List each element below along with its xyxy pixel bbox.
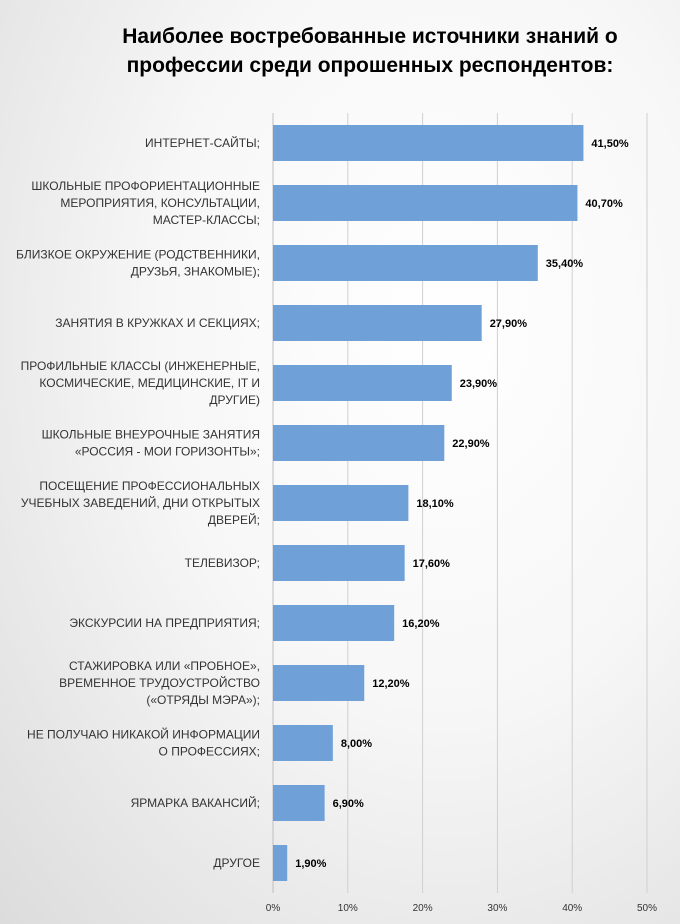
- category-label: («ОТРЯДЫ МЭРА»);: [146, 693, 260, 707]
- x-tick-label: 20%: [413, 903, 433, 914]
- bar: [273, 845, 288, 881]
- category-label: ВРЕМЕННОЕ ТРУДОУСТРОЙСТВО: [59, 675, 260, 690]
- chart-title: Наиболее востребованные источники знаний…: [70, 22, 670, 80]
- category-label: НЕ ПОЛУЧАЮ НИКАКОЙ ИНФОРМАЦИИ: [27, 727, 260, 742]
- bar: [273, 785, 325, 821]
- bar: [273, 725, 333, 761]
- category-label: ЗАНЯТИЯ В КРУЖКАХ И СЕКЦИЯХ;: [55, 316, 260, 330]
- value-label: 23,90%: [460, 378, 498, 390]
- category-label: ЭКСКУРСИИ НА ПРЕДПРИЯТИЯ;: [69, 616, 260, 630]
- value-label: 1,90%: [295, 858, 326, 870]
- chart-title-line-1: Наиболее востребованные источники знаний…: [122, 25, 618, 48]
- bar: [273, 305, 482, 341]
- category-label: ИНТЕРНЕТ-САЙТЫ;: [145, 135, 260, 150]
- value-label: 12,20%: [372, 678, 410, 690]
- category-labels: ИНТЕРНЕТ-САЙТЫ; ШКОЛЬНЫЕ ПРОФОРИЕНТАЦИОНН…: [16, 135, 260, 870]
- category-label: «РОССИЯ - МОИ ГОРИЗОНТЫ»;: [75, 445, 260, 459]
- category-label: ПРОФИЛЬНЫЕ КЛАССЫ (ИНЖЕНЕРНЫЕ,: [21, 359, 260, 373]
- category-label: ЯРМАРКА ВАКАНСИЙ;: [131, 795, 260, 810]
- x-tick-label: 40%: [562, 903, 582, 914]
- value-label: 40,70%: [585, 198, 623, 210]
- value-label: 22,90%: [452, 438, 490, 450]
- bar: [273, 605, 395, 641]
- value-label: 6,90%: [333, 798, 364, 810]
- bar: [273, 545, 405, 581]
- category-label: КОСМИЧЕСКИЕ, МЕДИЦИНСКИЕ, IT И: [39, 376, 260, 390]
- bar: [273, 485, 409, 521]
- category-label: ПОСЕЩЕНИЕ ПРОФЕССИОНАЛЬНЫХ: [39, 479, 260, 493]
- value-labels: 41,50% 40,70% 35,40% 27,90% 23,90% 22,90% 18,1…: [295, 138, 629, 870]
- category-label: УЧЕБНЫХ ЗАВЕДЕНИЙ, ДНИ ОТКРЫТЫХ: [21, 495, 260, 510]
- x-tick-label: 30%: [487, 903, 507, 914]
- category-label: ШКОЛЬНЫЕ ВНЕУРОЧНЫЕ ЗАНЯТИЯ: [42, 428, 260, 442]
- category-label: ДРУГОЕ: [213, 856, 260, 870]
- bar: [273, 125, 584, 161]
- category-label: ДРУЗЬЯ, ЗНАКОМЫЕ);: [131, 265, 260, 279]
- bars: [273, 125, 584, 881]
- chart-title-line-2: профессии среди опрошенных респондентов:: [126, 54, 614, 77]
- x-tick-label: 50%: [637, 903, 657, 914]
- x-axis-ticks: 0% 10% 20% 30% 40% 50%: [266, 903, 657, 914]
- value-label: 8,00%: [341, 738, 372, 750]
- category-label: БЛИЗКОЕ ОКРУЖЕНИЕ (РОДСТВЕННИКИ,: [16, 248, 260, 262]
- value-label: 17,60%: [413, 558, 451, 570]
- value-label: 16,20%: [402, 618, 440, 630]
- x-tick-label: 10%: [338, 903, 358, 914]
- bar: [273, 365, 452, 401]
- category-label: ШКОЛЬНЫЕ ПРОФОРИЕНТАЦИОННЫЕ: [31, 179, 260, 193]
- value-label: 35,40%: [546, 258, 584, 270]
- category-label: О ПРОФЕССИЯХ;: [159, 745, 260, 759]
- category-label: ТЕЛЕВИЗОР;: [185, 556, 260, 570]
- category-label: ДВЕРЕЙ;: [208, 512, 260, 527]
- bar: [273, 665, 365, 701]
- bar: [273, 245, 538, 281]
- category-label: СТАЖИРОВКА ИЛИ «ПРОБНОЕ»,: [69, 659, 260, 673]
- bar: [273, 185, 578, 221]
- bar: [273, 425, 445, 461]
- value-label: 27,90%: [490, 318, 528, 330]
- category-label: ДРУГИЕ): [209, 393, 260, 407]
- category-label: МЕРОПРИЯТИЯ, КОНСУЛЬТАЦИИ,: [60, 196, 260, 210]
- value-label: 18,10%: [416, 498, 454, 510]
- x-tick-label: 0%: [266, 903, 281, 914]
- value-label: 41,50%: [591, 138, 629, 150]
- category-label: МАСТЕР-КЛАССЫ;: [153, 213, 260, 227]
